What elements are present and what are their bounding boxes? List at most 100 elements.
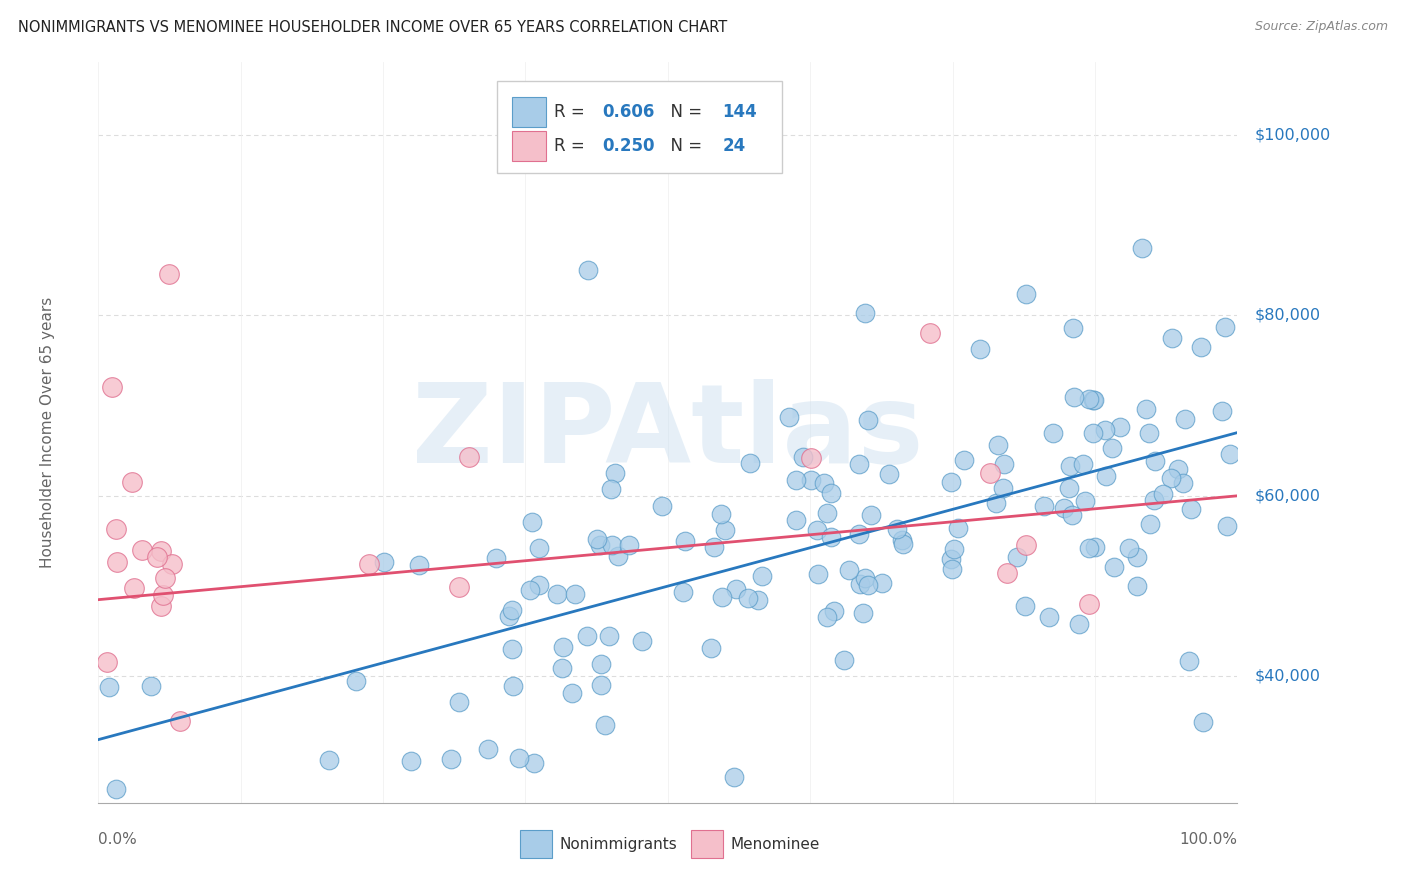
Point — [105, 782, 128, 797]
Point — [96, 655, 118, 669]
Point — [1213, 320, 1236, 334]
Text: 100.0%: 100.0% — [1180, 832, 1237, 847]
Bar — [512, 131, 546, 161]
Text: $40,000: $40,000 — [1254, 669, 1320, 684]
Point — [449, 581, 471, 595]
Point — [969, 342, 991, 356]
Point — [815, 506, 838, 520]
Point — [877, 467, 900, 482]
Text: ZIPAtlas: ZIPAtlas — [412, 379, 924, 486]
Point — [800, 451, 823, 466]
Point — [150, 543, 173, 558]
Point — [598, 629, 620, 643]
Point — [553, 640, 575, 654]
Point — [852, 607, 875, 621]
Point — [1174, 412, 1197, 426]
Point — [1171, 475, 1194, 490]
Point — [159, 267, 181, 281]
Point — [1015, 538, 1038, 552]
Point — [141, 679, 163, 693]
Point — [145, 550, 167, 565]
Point — [564, 587, 586, 601]
Point — [502, 679, 524, 693]
Point — [813, 476, 835, 491]
Point — [785, 473, 807, 487]
Point — [751, 569, 773, 583]
Point — [848, 526, 870, 541]
Point — [399, 754, 422, 768]
Point — [105, 522, 128, 536]
Text: R =: R = — [554, 137, 591, 155]
Point — [1109, 420, 1132, 434]
Point — [1160, 331, 1182, 345]
Point — [501, 603, 523, 617]
Point — [860, 508, 883, 522]
Point — [714, 523, 737, 537]
Point — [939, 552, 962, 566]
Point — [807, 566, 830, 581]
Point — [815, 609, 838, 624]
Point — [993, 457, 1015, 471]
Point — [152, 588, 174, 602]
Point — [918, 326, 941, 341]
Point — [1189, 340, 1212, 354]
Point — [1118, 541, 1140, 555]
Point — [1160, 470, 1182, 484]
Point — [1081, 392, 1104, 407]
Point — [1143, 493, 1166, 508]
Point — [527, 541, 550, 556]
Point — [122, 581, 145, 595]
Point — [508, 750, 530, 764]
Point — [1067, 617, 1090, 632]
Point — [832, 653, 855, 667]
Point — [1038, 610, 1060, 624]
Point — [1219, 447, 1241, 461]
Point — [589, 538, 612, 552]
Point — [105, 555, 128, 569]
Point — [603, 467, 626, 481]
Point — [710, 507, 733, 521]
Point — [551, 661, 574, 675]
Point — [631, 634, 654, 648]
Point — [890, 533, 912, 548]
Point — [800, 473, 823, 487]
Point — [1071, 458, 1094, 472]
Point — [498, 608, 520, 623]
Point — [853, 571, 876, 585]
Point — [939, 475, 962, 490]
Point — [1015, 287, 1038, 301]
Point — [1060, 508, 1083, 523]
Point — [747, 593, 769, 607]
Point — [1135, 401, 1157, 416]
Point — [995, 566, 1018, 581]
Point — [1053, 501, 1076, 516]
Point — [737, 591, 759, 605]
Point — [942, 541, 965, 556]
Point — [946, 520, 969, 534]
Point — [792, 450, 814, 464]
Point — [607, 549, 630, 564]
Point — [979, 467, 1001, 481]
Point — [160, 557, 183, 571]
Point — [723, 770, 745, 784]
Point — [357, 558, 380, 572]
Text: N =: N = — [659, 137, 713, 155]
Point — [440, 752, 463, 766]
Point — [1152, 487, 1174, 501]
FancyBboxPatch shape — [498, 81, 782, 173]
Point — [1014, 599, 1036, 614]
Point — [1007, 549, 1029, 564]
Point — [820, 486, 842, 500]
Point — [1083, 393, 1105, 408]
Point — [1033, 499, 1056, 513]
Point — [318, 753, 340, 767]
Point — [872, 576, 894, 591]
Point — [1078, 597, 1101, 611]
Point — [575, 629, 598, 643]
Point — [1057, 481, 1080, 495]
Point — [1078, 541, 1101, 555]
Point — [449, 695, 471, 709]
Point — [589, 657, 612, 671]
Point — [1059, 459, 1081, 474]
Point — [820, 530, 842, 544]
